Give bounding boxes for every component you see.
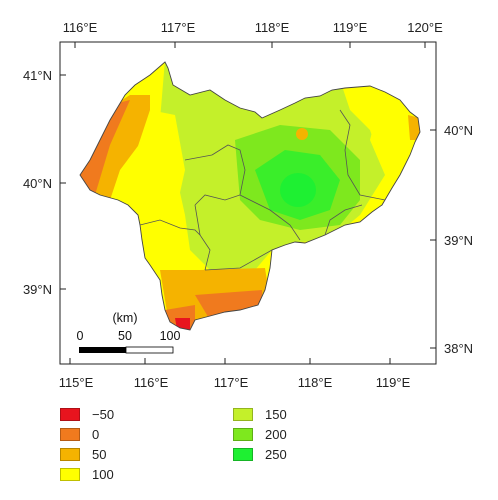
- region-outline: [79, 61, 421, 331]
- scale-bar: (km) 0 50 100: [77, 311, 181, 354]
- legend-label: 0: [92, 427, 100, 442]
- right-lat-label: 39°N: [444, 233, 473, 248]
- legend-swatch: [60, 468, 80, 481]
- legend-swatch: [233, 428, 253, 441]
- scale-tick-label: 0: [77, 329, 84, 343]
- district-boundaries: [139, 109, 386, 271]
- top-lon-label: 117°E: [161, 20, 196, 35]
- right-lat-label: 38°N: [444, 341, 473, 356]
- legend-label: 100: [92, 467, 114, 482]
- top-lon-label: 119°E: [333, 20, 368, 35]
- legend-item: −50: [60, 407, 114, 422]
- scale-tick-label: 100: [160, 329, 181, 343]
- legend-item: 200: [233, 427, 287, 442]
- legend: −50 0 50 100 150 200 250: [60, 402, 460, 492]
- top-lon-label: 120°E: [407, 20, 443, 35]
- right-lat-label: 40°N: [444, 123, 473, 138]
- scale-bar-black: [79, 347, 126, 353]
- legend-item: 150: [233, 407, 287, 422]
- legend-swatch: [60, 428, 80, 441]
- bottom-lon-label: 119°E: [376, 375, 411, 390]
- legend-swatch: [233, 448, 253, 461]
- axis-ticks: [60, 42, 436, 364]
- scale-bar-white: [125, 346, 174, 354]
- legend-item: 0: [60, 427, 99, 442]
- top-lon-label: 118°E: [255, 20, 290, 35]
- left-lat-label: 40°N: [23, 176, 52, 191]
- legend-label: −50: [92, 407, 115, 422]
- bottom-lon-label: 117°E: [214, 375, 249, 390]
- legend-item: 250: [233, 447, 287, 462]
- scale-tick-label: 50: [118, 329, 132, 343]
- legend-label: 200: [265, 427, 287, 442]
- bottom-lon-label: 115°E: [59, 375, 94, 390]
- legend-swatch: [233, 408, 253, 421]
- bottom-lon-label: 116°E: [134, 375, 169, 390]
- legend-item: 50: [60, 447, 106, 462]
- bottom-lon-label: 118°E: [298, 375, 333, 390]
- left-lat-label: 41°N: [23, 68, 52, 83]
- top-lon-label: 116°E: [63, 20, 98, 35]
- left-lat-label: 39°N: [23, 282, 52, 297]
- legend-label: 150: [265, 407, 287, 422]
- legend-label: 50: [92, 447, 107, 462]
- legend-swatch: [60, 408, 80, 421]
- legend-label: 250: [265, 447, 287, 462]
- scale-unit: (km): [113, 311, 138, 325]
- legend-swatch: [60, 448, 80, 461]
- map-figure: 116°E 117°E 118°E 119°E 120°E 115°E 116°…: [23, 20, 473, 390]
- legend-item: 100: [60, 467, 114, 482]
